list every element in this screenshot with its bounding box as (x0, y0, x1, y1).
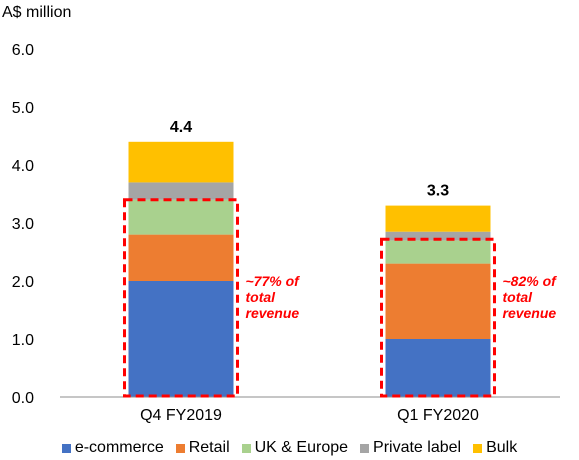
y-tick-label: 3.0 (12, 216, 34, 233)
y-tick-label: 6.0 (12, 42, 34, 59)
annotation-text: revenue (246, 305, 300, 321)
bar-segment-e-commerce (128, 281, 234, 397)
annotation-text: revenue (503, 305, 557, 321)
legend-swatch (473, 443, 483, 453)
annotation-dashed-box (380, 237, 496, 398)
bar-segment-uk-europe (128, 199, 234, 235)
bar-segment-retail (128, 234, 234, 281)
legend-item: e-commerce (61, 439, 164, 457)
annotation-text: total (503, 289, 534, 305)
legend-item: Private label (360, 439, 461, 457)
y-tick-label: 4.0 (12, 158, 34, 175)
bar-segment-retail (385, 263, 491, 339)
y-tick-label: 2.0 (12, 274, 34, 291)
legend-label: e-commerce (74, 439, 164, 456)
chart-legend: e-commerce Retail UK & Europe Private label… (0, 436, 579, 460)
x-tick-label: Q4 FY2019 (140, 407, 222, 424)
bar-total-label: 4.4 (170, 119, 192, 136)
bar-segment-bulk (128, 141, 234, 183)
annotation-text: ~82% of (503, 273, 558, 289)
legend-swatch (61, 443, 71, 453)
bar-segment-e-commerce (385, 339, 491, 397)
legend-item: UK & Europe (241, 439, 349, 457)
bar-segment-bulk (385, 205, 491, 232)
legend-swatch (175, 443, 185, 453)
annotation-dashed-box (123, 198, 239, 398)
y-tick-label: 5.0 (12, 100, 34, 117)
bar-segment-uk-europe (385, 240, 491, 264)
legend-label: Retail (188, 439, 230, 456)
legend-label: Private label (373, 439, 462, 456)
y-tick-label: 1.0 (12, 332, 34, 349)
legend-item: Bulk (473, 439, 517, 457)
y-axis-label: A$ million (2, 4, 71, 21)
bar-total-label: 3.3 (427, 183, 449, 200)
legend-swatch (241, 443, 251, 453)
bar-segment-private-label (385, 231, 491, 241)
bar-segment-private-label (128, 182, 234, 200)
legend-label: UK & Europe (254, 439, 349, 456)
x-tick-label: Q1 FY2020 (397, 407, 479, 424)
legend-swatch (360, 443, 370, 453)
legend-label: Bulk (486, 439, 518, 456)
legend-item: Retail (175, 439, 230, 457)
annotation-text: total (246, 289, 277, 305)
annotation-text: ~77% of (246, 273, 301, 289)
y-tick-label: 0.0 (12, 390, 34, 407)
